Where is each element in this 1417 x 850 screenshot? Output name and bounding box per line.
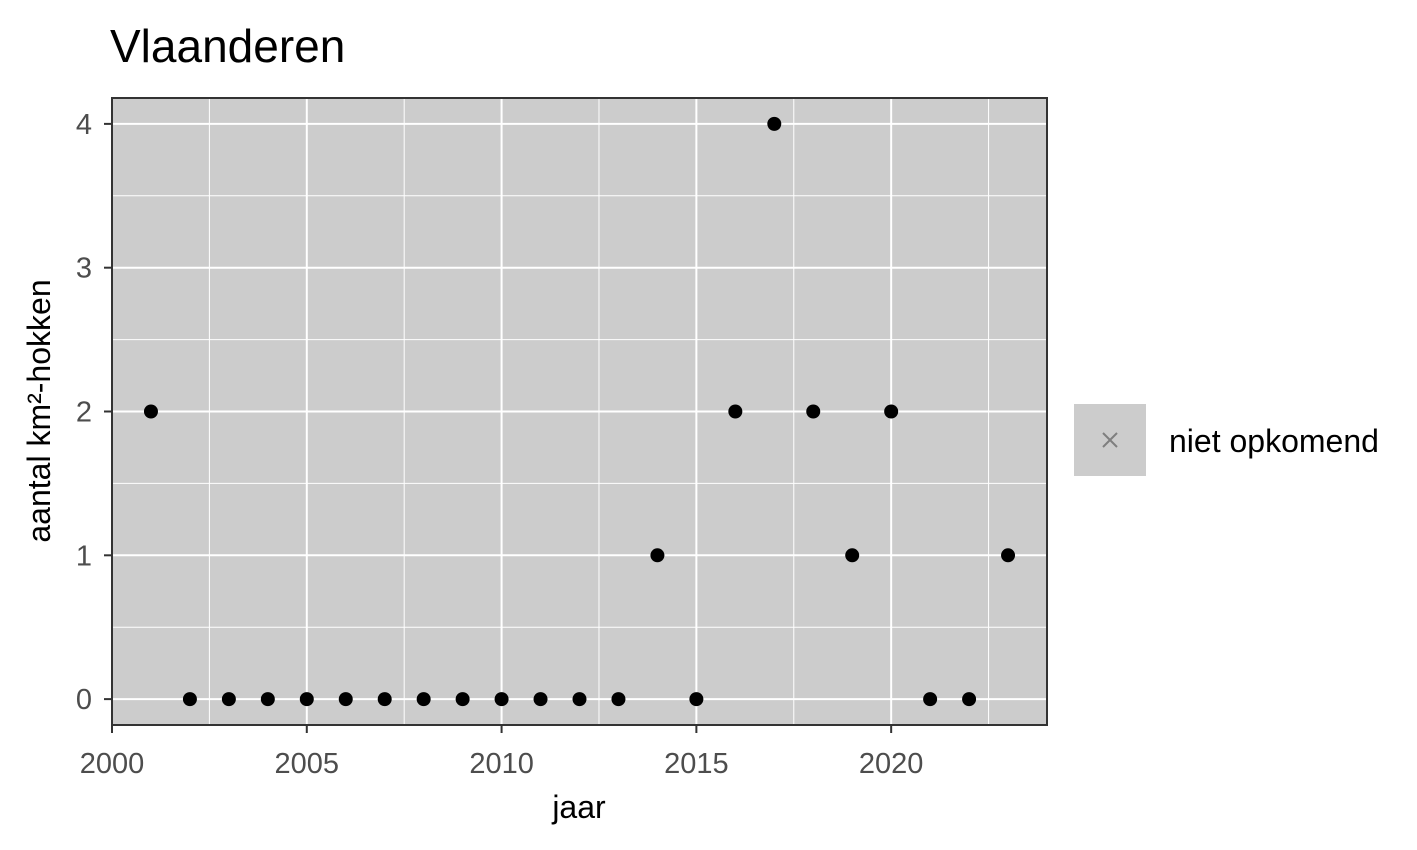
data-points (143, 116, 1016, 707)
data-point (923, 692, 938, 707)
x-tick-label: 2020 (859, 748, 924, 780)
data-point (689, 692, 704, 707)
data-point (572, 692, 587, 707)
x-axis: 2000 2005 2010 2015 2020 (80, 725, 924, 780)
y-tick-label: 2 (76, 397, 92, 429)
data-point (494, 692, 509, 707)
y-tick-label: 1 (76, 540, 92, 572)
legend: niet opkomend (1074, 404, 1379, 476)
y-axis-title: aantal km²-hokken (21, 279, 57, 542)
data-point (728, 404, 743, 419)
legend-label: niet opkomend (1169, 423, 1379, 459)
data-point (845, 548, 860, 563)
data-point (299, 692, 314, 707)
data-point (377, 692, 392, 707)
data-point (416, 692, 431, 707)
data-point (143, 404, 158, 419)
data-point (1001, 548, 1016, 563)
x-tick-label: 2010 (469, 748, 534, 780)
legend-cross-icon (1102, 432, 1118, 448)
data-point (962, 692, 977, 707)
y-tick-label: 0 (76, 684, 92, 716)
data-point (182, 692, 197, 707)
x-axis-title: jaar (551, 789, 606, 825)
data-point (455, 692, 470, 707)
x-tick-label: 2000 (80, 748, 145, 780)
y-tick-label: 4 (76, 109, 92, 141)
x-tick-label: 2005 (275, 748, 340, 780)
x-tick-label: 2015 (664, 748, 729, 780)
data-point (767, 116, 782, 131)
data-point (884, 404, 899, 419)
chart-title: Vlaanderen (110, 20, 345, 72)
data-point (533, 692, 548, 707)
y-tick-label: 3 (76, 253, 92, 285)
data-point (650, 548, 665, 563)
data-point (806, 404, 821, 419)
data-point (338, 692, 353, 707)
data-point (611, 692, 626, 707)
data-point (221, 692, 236, 707)
data-point (260, 692, 275, 707)
y-axis: 0 1 2 3 4 (76, 109, 112, 716)
